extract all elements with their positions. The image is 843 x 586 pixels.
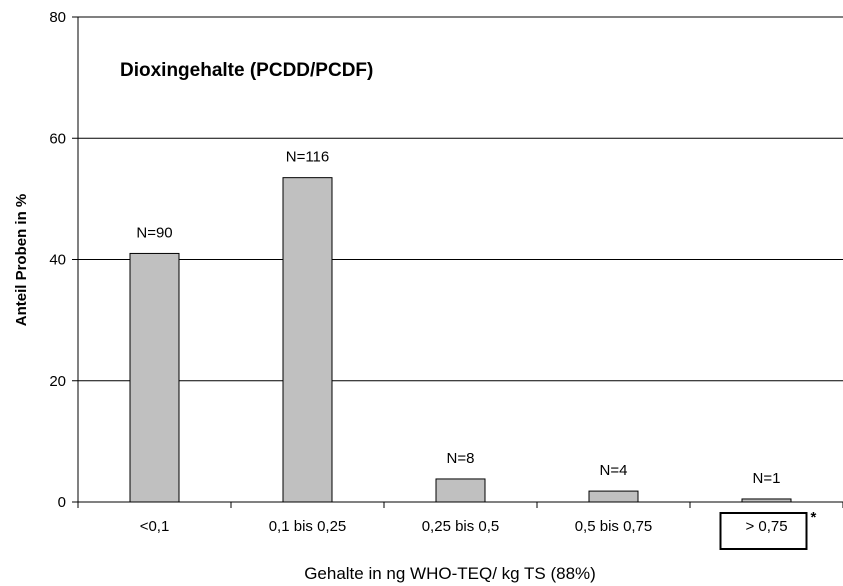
x-axis-title: Gehalte in ng WHO-TEQ/ kg TS (88%) xyxy=(304,564,596,583)
y-tick-label: 0 xyxy=(58,494,66,511)
x-tick-label: 0,5 bis 0,75 xyxy=(575,518,653,535)
highlight-box xyxy=(719,512,808,550)
x-tick-label: 0,1 bis 0,25 xyxy=(269,518,347,535)
x-tick-label: > 0,75 xyxy=(745,518,787,535)
y-axis-title: Anteil Proben in % xyxy=(13,194,30,327)
labels: 0 20 40 60 80 N=90 <0,1 N=116 0,1 bis 0,25 N=8 0,2… xyxy=(49,9,817,550)
y-tick-label: 40 xyxy=(49,252,66,269)
bar xyxy=(741,498,792,503)
bar xyxy=(129,252,180,503)
axes xyxy=(72,16,843,508)
bar-data-label: N=90 xyxy=(136,224,172,241)
gridlines xyxy=(78,16,843,382)
bar-data-label: N=8 xyxy=(447,450,475,467)
y-tick-label: 20 xyxy=(49,373,66,390)
y-tick-label: 60 xyxy=(49,130,66,147)
bars xyxy=(129,177,792,503)
bar xyxy=(282,177,333,503)
y-tick-label: 80 xyxy=(49,9,66,26)
x-tick-label: 0,25 bis 0,5 xyxy=(422,518,500,535)
bar-data-label: N=116 xyxy=(286,149,330,166)
highlight-asterisk: * xyxy=(811,509,817,526)
x-tick-label: <0,1 xyxy=(140,518,170,535)
bar-data-label: N=4 xyxy=(600,462,628,479)
bar-data-label: N=1 xyxy=(753,470,781,487)
chart-title: Dioxingehalte (PCDD/PCDF) xyxy=(120,60,373,81)
bar xyxy=(588,490,639,503)
bar xyxy=(435,478,486,503)
